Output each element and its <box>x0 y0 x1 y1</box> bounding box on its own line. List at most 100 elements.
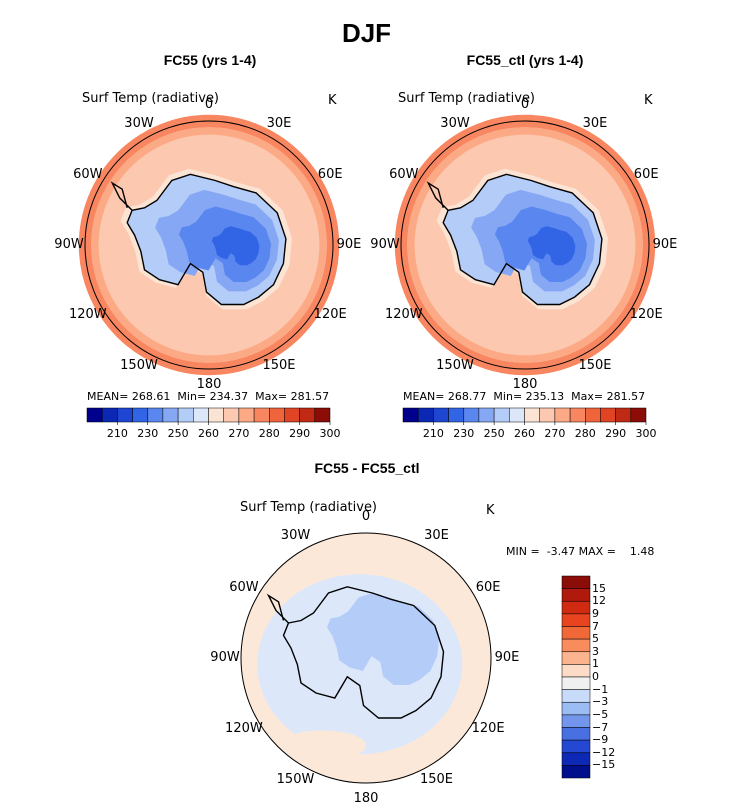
colorbar-tick-label: 210 <box>106 427 128 440</box>
colorbar-swatch <box>509 407 525 423</box>
min-value: 234.37 <box>209 390 249 403</box>
mean-label: MEAN= <box>403 390 445 403</box>
fc55-lon-label: 60E <box>317 167 343 182</box>
diff-lon-label: 30E <box>424 527 449 543</box>
colorbar-swatch <box>600 407 616 423</box>
map-1 <box>394 114 656 376</box>
colorbar-swatch <box>561 739 591 753</box>
colorbar-tick-label: 280 <box>574 427 596 440</box>
colorbar-swatch <box>561 714 591 728</box>
max-value: 281.57 <box>606 390 646 403</box>
min-label: Min= <box>177 390 207 403</box>
colorbar-tick-label: 5 <box>592 632 599 646</box>
max-label: MAX = <box>578 545 616 558</box>
colorbar-swatch <box>561 676 591 690</box>
colorbar-tick-label: 12 <box>592 594 606 608</box>
colorbar-tick-label: 290 <box>289 427 311 440</box>
min-value: -3.47 <box>546 545 576 558</box>
colorbar-tick-label: 280 <box>258 427 280 440</box>
colorbar-tick-label: 260 <box>198 427 219 440</box>
diff-lon-label: 150W <box>276 772 315 788</box>
colorbar-swatch <box>433 407 449 423</box>
max-label: Max= <box>255 390 288 403</box>
map-2 <box>240 532 492 784</box>
colorbar-tick-label: 3 <box>592 644 599 658</box>
fc55-lon-label: 90W <box>54 237 84 252</box>
min-value: 235.13 <box>525 390 565 403</box>
peninsula-coastline <box>110 181 133 211</box>
colorbar-swatch <box>177 407 194 423</box>
fc55-lon-label: 120E <box>313 307 347 322</box>
colorbar-swatch <box>524 407 540 423</box>
colorbar-swatch <box>561 664 591 678</box>
colorbar-tick-label: 300 <box>635 427 657 440</box>
colorbar-tick-label: −15 <box>592 758 616 772</box>
colorbar-tick-label: 15 <box>592 581 606 595</box>
mean-value: 268.61 <box>131 390 171 403</box>
diff-lon-label: 0 <box>361 509 371 524</box>
ice-core <box>211 226 260 266</box>
fc55-ctl-lon-label: 60W <box>389 167 419 182</box>
warm-patch <box>278 730 366 761</box>
diff-lon-label: 150E <box>419 772 454 788</box>
fc55-lon-label: 30W <box>124 115 154 131</box>
colorbar-swatch <box>539 407 556 423</box>
colorbar-swatch <box>162 407 179 423</box>
colorbar-swatch <box>238 407 255 423</box>
units-label-fc55: K <box>328 93 337 108</box>
colorbar-swatch <box>417 407 434 423</box>
min-label: Min= <box>493 390 523 403</box>
colorbar-swatch <box>630 407 647 423</box>
colorbar-tick-label: 260 <box>514 427 535 440</box>
map-boundary <box>400 120 650 370</box>
colorbar-swatch <box>561 727 591 741</box>
coastline <box>442 173 603 306</box>
colorbar-tick-label: 230 <box>137 427 159 440</box>
colorbar-swatch <box>132 407 149 423</box>
map-0 <box>78 114 340 376</box>
warm-band <box>91 127 327 363</box>
colorbar-tick-label: −12 <box>592 745 616 759</box>
coastline <box>126 173 287 306</box>
fc55-lon-label: 90E <box>336 237 362 252</box>
colorbar-tick-label: 250 <box>167 427 189 440</box>
colorbar-tick-label: 300 <box>319 427 341 440</box>
variable-label-fc55-ctl: Surf Temp (radiative) <box>398 91 536 106</box>
diff-lon-label: 60W <box>229 579 259 595</box>
fc55-ctl-lon-label: 30E <box>582 115 608 131</box>
peninsula-coastline <box>426 181 449 211</box>
max-label: Max= <box>571 390 604 403</box>
colorbar-tick-label: 270 <box>228 427 250 440</box>
panel-title-fc55-ctl: FC55_ctl (yrs 1-4) <box>466 52 584 68</box>
colorbar-tick-label: 270 <box>544 427 566 440</box>
colorbar-tick-label: −1 <box>592 682 609 696</box>
map-boundary <box>84 120 334 370</box>
colorbar-tick-label: −5 <box>592 707 609 721</box>
fc55-lon-label: 0 <box>204 97 214 112</box>
fc55-ctl-lon-label: 180 <box>512 377 538 392</box>
fc55-lon-label: 180 <box>196 377 222 392</box>
fc55-lon-label: 150E <box>262 358 296 374</box>
warm-band <box>407 127 643 363</box>
fc55-ctl-lon-label: 120E <box>629 307 663 322</box>
colorbar-swatch <box>299 407 316 423</box>
colorbar-swatch <box>402 407 419 423</box>
fc55-ctl-lon-label: 60E <box>633 167 659 182</box>
colorbar-tick-label: −7 <box>592 720 609 734</box>
colorbar-swatch <box>615 407 632 423</box>
colorbar-swatch <box>253 407 270 423</box>
cool-core <box>327 593 439 685</box>
fc55-ctl-lon-label: 90W <box>370 237 400 252</box>
stats-diff: MIN = -3.47 MAX = 1.48 <box>506 545 654 558</box>
colorbar-swatch <box>448 407 465 423</box>
colorbar-swatch <box>561 626 591 640</box>
colorbar-tick-label: 0 <box>592 670 599 683</box>
fc55-lon-label: 30E <box>266 115 292 131</box>
colorbar-swatch <box>269 407 285 423</box>
panel-title-fc55: FC55 (yrs 1-4) <box>163 52 257 68</box>
max-value: 1.48 <box>629 545 655 558</box>
variable-label-diff: Surf Temp (radiative) <box>240 500 378 515</box>
main-title: DJF <box>341 18 392 48</box>
colorbar-tick-label: 1 <box>592 657 599 671</box>
